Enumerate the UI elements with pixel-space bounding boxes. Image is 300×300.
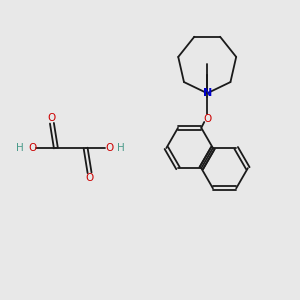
Text: H: H [117,143,125,153]
Text: O: O [48,113,56,123]
Text: O: O [28,143,36,153]
Text: N: N [202,88,212,98]
Text: O: O [85,173,94,183]
Text: O: O [203,114,211,124]
Text: H: H [16,143,24,153]
Text: O: O [105,143,113,153]
